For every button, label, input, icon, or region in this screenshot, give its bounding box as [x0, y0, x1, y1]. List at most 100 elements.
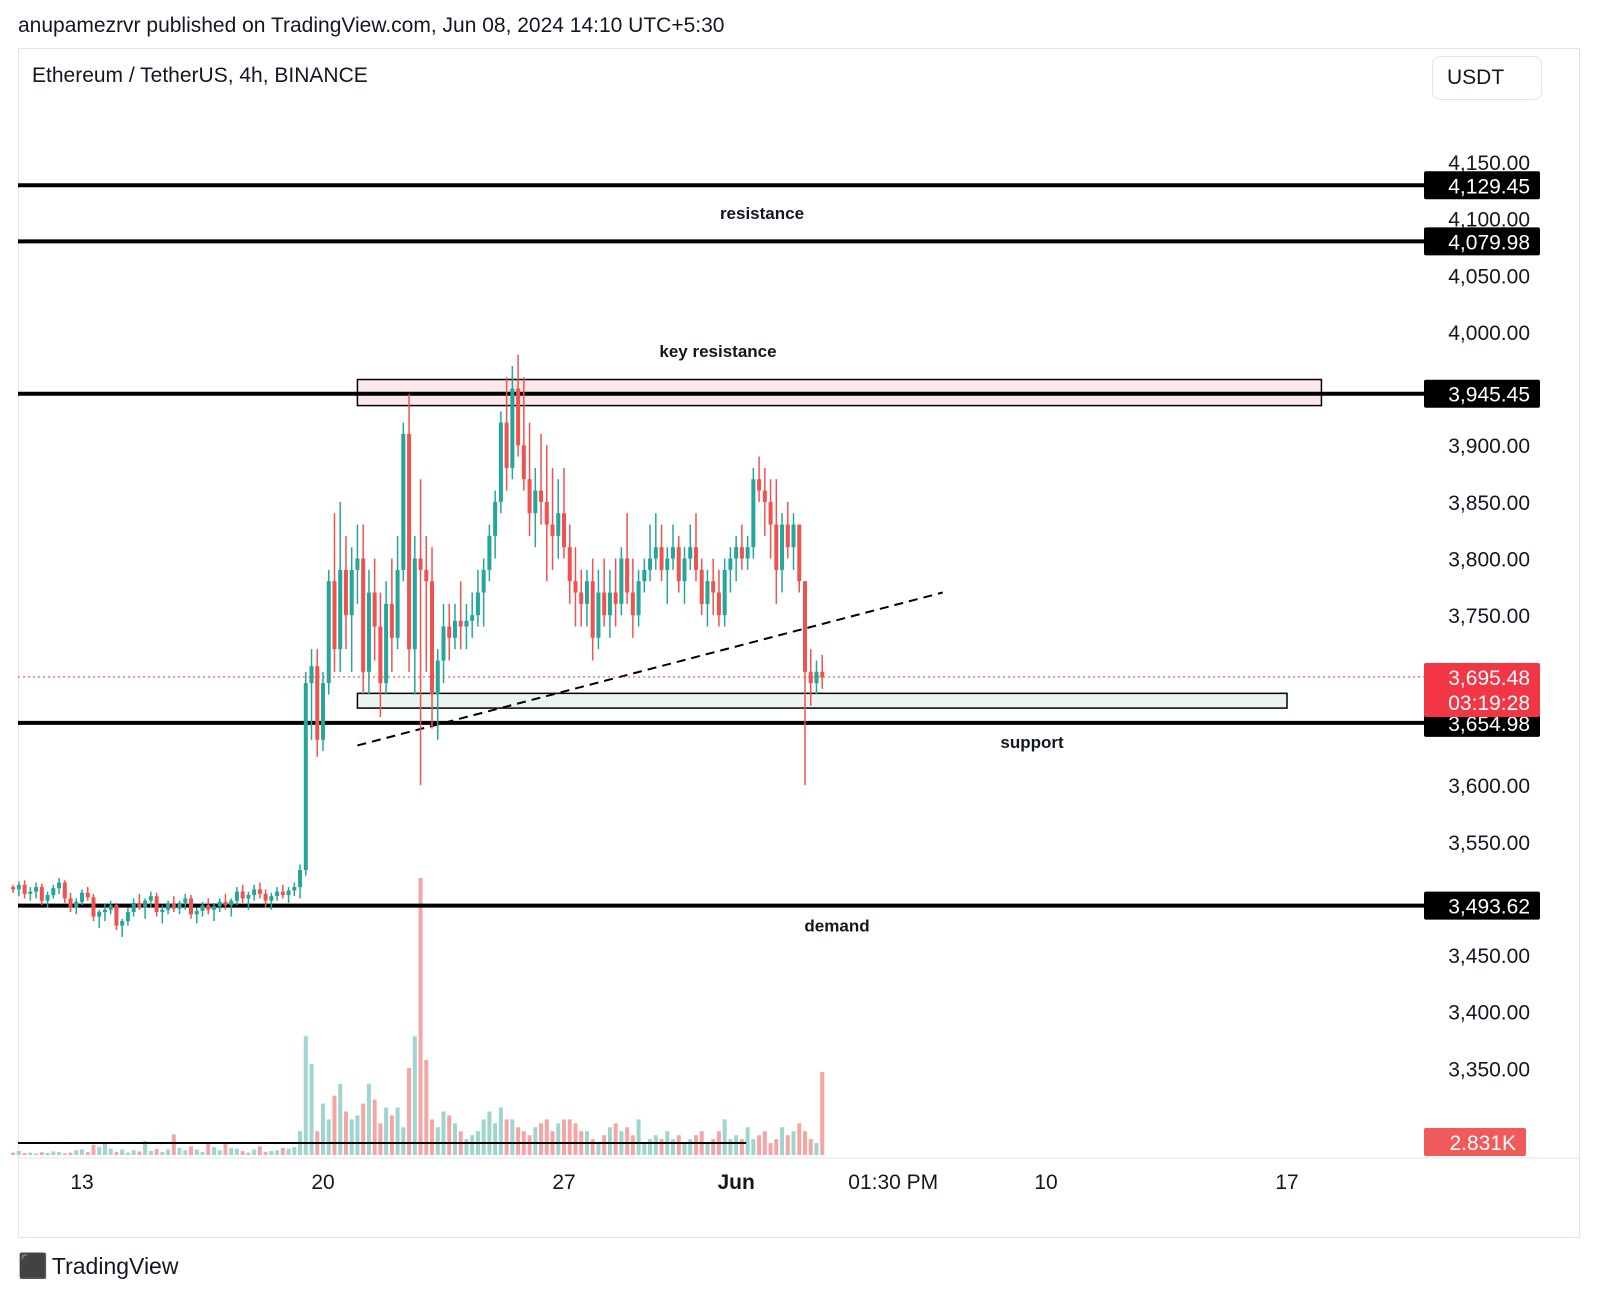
- candle-body: [234, 891, 239, 901]
- footer-brand[interactable]: ⬛ TradingView: [18, 1252, 178, 1281]
- volume-bar: [676, 1135, 681, 1155]
- volume-bar: [292, 1147, 297, 1155]
- volume-bar: [137, 1151, 142, 1155]
- volume-bar: [45, 1153, 50, 1155]
- volume-bar: [257, 1146, 262, 1155]
- candle-body: [441, 626, 446, 661]
- volume-bar: [74, 1150, 79, 1155]
- candle-body: [498, 422, 503, 502]
- candle-body: [625, 558, 630, 593]
- volume-bar: [171, 1134, 176, 1155]
- volume-label: 2.831K: [1449, 1132, 1516, 1155]
- volume-bar: [395, 1107, 400, 1155]
- candle-body: [229, 900, 234, 906]
- volume-bar: [780, 1127, 785, 1155]
- candle-body: [137, 902, 142, 908]
- volume-bar: [516, 1127, 521, 1155]
- candle-body: [154, 896, 159, 913]
- volume-bar: [527, 1135, 532, 1155]
- candle-body: [452, 620, 457, 638]
- candle-body: [493, 501, 498, 536]
- candle-body: [716, 592, 721, 616]
- candle-body: [183, 898, 188, 903]
- volume-bar: [745, 1127, 750, 1155]
- countdown-label: 03:19:28: [1448, 692, 1530, 715]
- candle-body: [636, 581, 641, 616]
- level-price-tag: [1424, 891, 1540, 920]
- y-tick-label: 4,100.00: [1448, 209, 1530, 232]
- level-price-tag: [1424, 227, 1540, 256]
- candle-body: [780, 524, 785, 570]
- candle-body: [527, 479, 532, 514]
- candle-body: [177, 902, 182, 909]
- candle-body: [28, 891, 33, 894]
- volume-bar: [556, 1123, 561, 1155]
- volume-bar: [590, 1139, 595, 1155]
- candle-body: [125, 912, 130, 922]
- volume-bar: [206, 1143, 211, 1155]
- candle-body: [648, 558, 653, 570]
- volume-bar: [734, 1135, 739, 1155]
- volume-bar: [16, 1151, 21, 1155]
- candle-body: [79, 892, 85, 902]
- volume-bar: [57, 1151, 62, 1155]
- candle-body: [762, 490, 767, 502]
- candle-body: [642, 569, 647, 582]
- volume-bar: [539, 1123, 544, 1155]
- volume-bar: [309, 1063, 314, 1155]
- candle-body: [802, 581, 808, 672]
- candle-body: [745, 547, 750, 559]
- volume-bar: [722, 1119, 727, 1155]
- volume-bar: [183, 1150, 188, 1155]
- candle-body: [361, 558, 366, 672]
- candle-body: [757, 479, 762, 491]
- volume-bar: [34, 1153, 39, 1155]
- candle-body: [148, 896, 153, 901]
- volume-bar: [498, 1107, 503, 1155]
- volume-bar: [108, 1148, 113, 1155]
- candle-body: [384, 603, 389, 684]
- volume-bar: [774, 1139, 779, 1155]
- volume-bar: [332, 1095, 337, 1155]
- candle-body: [659, 547, 664, 570]
- candle-body: [68, 898, 73, 908]
- volume-bar: [602, 1135, 607, 1155]
- candle-body: [292, 887, 297, 891]
- volume-bar: [452, 1123, 457, 1155]
- candle-body: [166, 904, 171, 910]
- y-tick-label: 3,600.00: [1448, 775, 1530, 798]
- currency-button[interactable]: USDT: [1432, 56, 1542, 100]
- candle-body: [252, 889, 257, 896]
- brand-label: TradingView: [51, 1253, 179, 1279]
- candle-body: [791, 524, 796, 548]
- volume-bar: [22, 1153, 27, 1155]
- last-price-label: 3,695.48: [1448, 667, 1530, 690]
- volume-bar: [441, 1111, 446, 1155]
- candle-body: [349, 569, 354, 616]
- chart-frame: [18, 48, 1580, 1238]
- candle-body: [768, 501, 773, 525]
- candle-body: [211, 906, 216, 910]
- volume-bar: [189, 1146, 194, 1155]
- annotation-demand: demand: [804, 917, 869, 936]
- volume-bar: [62, 1153, 67, 1155]
- volume-bar: [120, 1149, 125, 1155]
- volume-bar: [768, 1143, 773, 1155]
- volume-bar: [246, 1152, 251, 1155]
- level-price-label: 3,945.45: [1448, 384, 1530, 407]
- volume-bar: [791, 1131, 796, 1155]
- annotation-key-resistance: key resistance: [659, 342, 776, 361]
- candle-body: [298, 870, 303, 888]
- candle-body: [412, 558, 417, 650]
- candle-body: [722, 569, 727, 616]
- volume-bar: [510, 1119, 515, 1155]
- y-tick-label: 3,800.00: [1448, 549, 1530, 572]
- volume-bar: [728, 1139, 733, 1155]
- volume-bar: [131, 1150, 136, 1155]
- volume-bar: [361, 1103, 366, 1155]
- candle-body: [401, 433, 406, 570]
- volume-bar: [355, 1115, 360, 1155]
- candle-body: [326, 581, 331, 684]
- y-tick-label: 3,850.00: [1448, 492, 1530, 515]
